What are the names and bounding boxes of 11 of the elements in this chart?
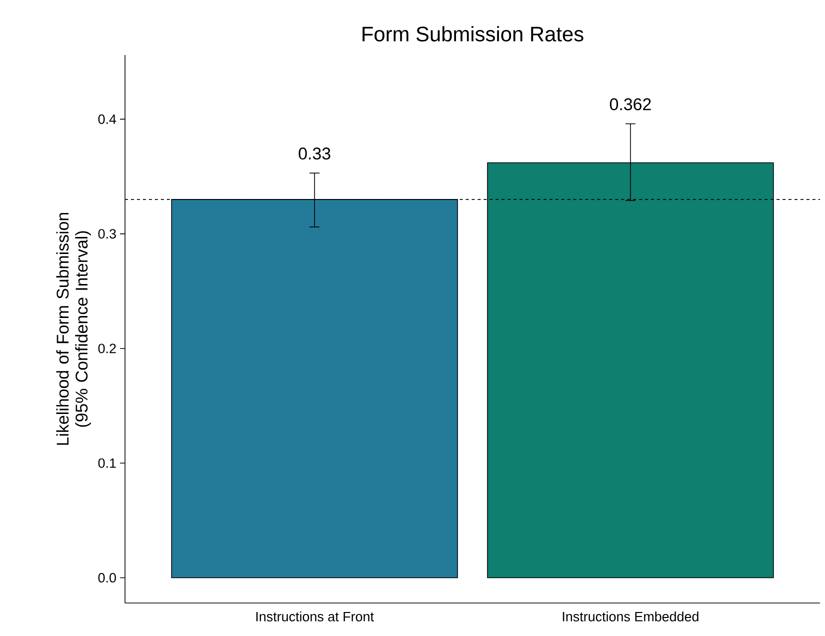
data-label: 0.362 — [610, 98, 651, 110]
y-tick-label: 0.1 — [98, 458, 116, 468]
y-tick-label: 0.3 — [98, 229, 116, 239]
x-tick-label: Instructions at Front — [256, 612, 374, 622]
data-label: 0.33 — [298, 148, 330, 160]
y-tick-label: 0.4 — [98, 114, 116, 124]
y-axis-title: Likelihood of Form Submission (95% Confidence Interval) — [56, 212, 91, 445]
y-tick-label: 0.2 — [98, 344, 116, 354]
y-tick-label: 0.0 — [98, 573, 116, 583]
chart-title: Form Submission Rates — [362, 26, 584, 42]
x-tick-label: Instructions Embedded — [562, 612, 698, 622]
